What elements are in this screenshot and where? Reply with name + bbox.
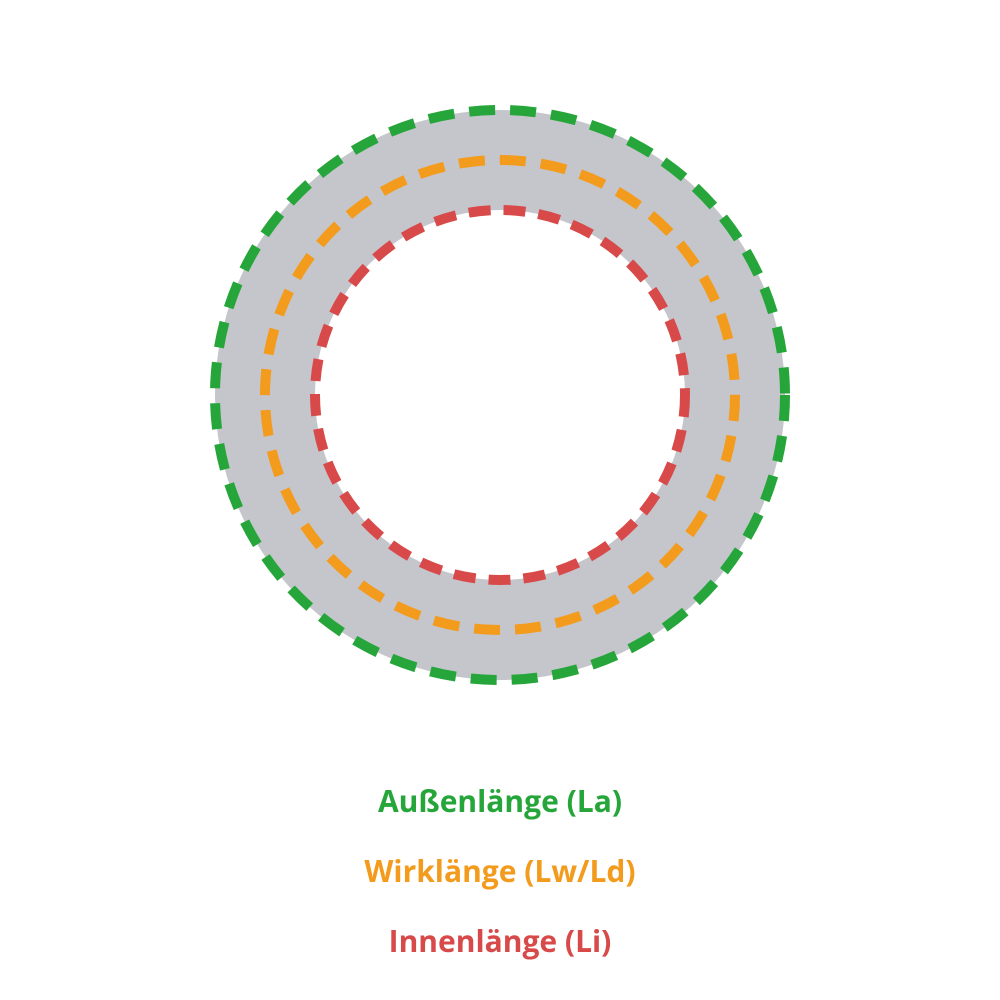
legend-inner-length: Innenlänge (Li) bbox=[0, 920, 1000, 961]
legend-label: Außenlänge (La) bbox=[378, 780, 622, 821]
legend-label: Innenlänge (Li) bbox=[389, 920, 612, 961]
legend-effective-length: Wirklänge (Lw/Ld) bbox=[0, 850, 1000, 891]
legend-outer-length: Außenlänge (La) bbox=[0, 780, 1000, 821]
legend-label: Wirklänge (Lw/Ld) bbox=[364, 850, 635, 891]
diagram-canvas: Außenlänge (La) Wirklänge (Lw/Ld) Innenl… bbox=[0, 0, 1000, 1000]
